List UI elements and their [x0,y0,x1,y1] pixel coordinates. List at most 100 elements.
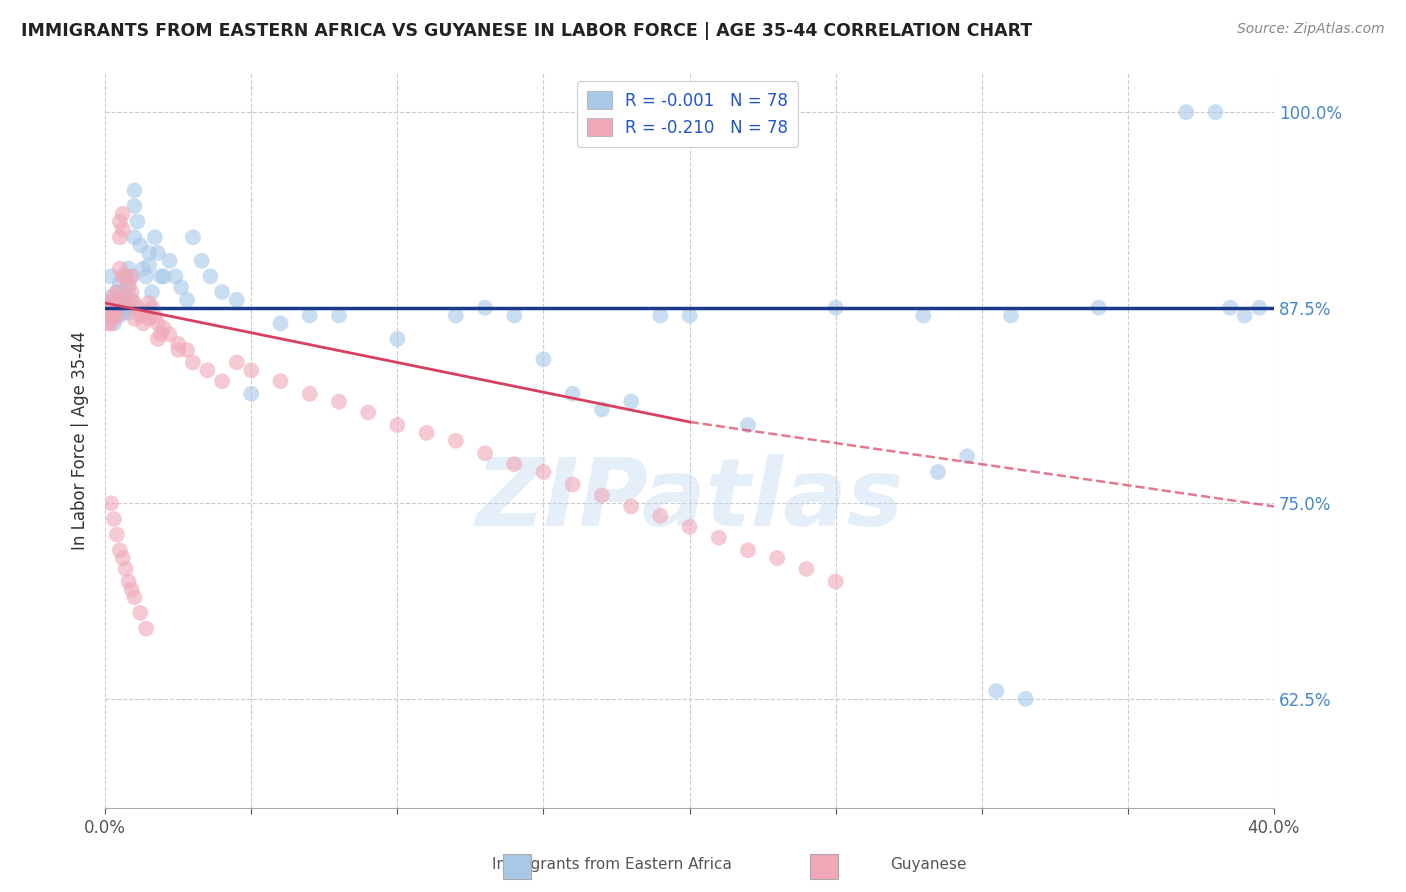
Point [176,343,198,357]
Point [132,261,155,276]
Point [111,222,134,236]
Point [650,309,672,323]
Point [165,269,187,284]
Point [678,309,700,323]
Point [111,207,134,221]
Point [149,327,172,342]
Point [108,277,131,292]
Point [97,317,120,331]
Point [138,246,160,260]
Point [167,336,190,351]
Point [138,311,160,326]
Point [138,259,160,273]
Point [108,290,131,304]
Point [1233,309,1256,323]
Point [176,293,198,307]
Point [117,277,139,292]
Point [533,465,555,479]
Text: Source: ZipAtlas.com: Source: ZipAtlas.com [1237,22,1385,37]
Point [146,317,169,331]
Point [474,446,496,460]
Point [357,405,380,419]
Point [159,253,181,268]
Point [124,590,146,604]
Point [503,309,526,323]
Point [159,327,181,342]
Point [108,261,131,276]
Point [124,183,146,197]
Text: IMMIGRANTS FROM EASTERN AFRICA VS GUYANESE IN LABOR FORCE | AGE 35-44 CORRELATIO: IMMIGRANTS FROM EASTERN AFRICA VS GUYANE… [21,22,1032,40]
Point [129,606,152,620]
Point [181,230,204,244]
Point [170,280,193,294]
Point [1000,309,1022,323]
Point [105,285,128,299]
Point [103,309,125,323]
Point [152,321,174,335]
Point [225,355,247,369]
Point [141,285,163,299]
Point [103,317,125,331]
Point [108,296,131,310]
Point [100,311,122,326]
Point [100,496,122,510]
Point [121,269,143,284]
Point [1087,301,1109,315]
Point [111,551,134,566]
Point [181,355,204,369]
Point [114,301,136,315]
Point [103,301,125,315]
Point [240,386,263,401]
Point [240,363,263,377]
Point [111,285,134,299]
Point [108,230,131,244]
Point [1175,105,1198,120]
Point [135,305,157,319]
Point [824,574,846,589]
Point [117,296,139,310]
Point [103,512,125,526]
Point [121,293,143,307]
Point [124,296,146,310]
Point [796,562,818,576]
Point [129,309,152,323]
Point [190,253,212,268]
Point [200,269,222,284]
Point [986,684,1008,698]
Point [121,285,143,299]
Point [111,269,134,284]
Point [415,425,437,440]
Point [100,305,122,319]
Point [141,301,163,315]
Point [127,214,149,228]
Point [912,309,935,323]
Point [117,280,139,294]
Y-axis label: In Labor Force | Age 35-44: In Labor Force | Age 35-44 [72,331,89,550]
Point [105,527,128,541]
Point [197,363,219,377]
Point [121,269,143,284]
Point [591,488,613,502]
Point [117,305,139,319]
Point [387,418,409,433]
Point [620,500,643,514]
Point [927,465,949,479]
Point [124,311,146,326]
Point [105,285,128,299]
Point [444,309,467,323]
Point [121,582,143,597]
Point [152,269,174,284]
Point [111,296,134,310]
Point [108,214,131,228]
Point [1219,301,1241,315]
Legend: R = -0.001   N = 78, R = -0.210   N = 78: R = -0.001 N = 78, R = -0.210 N = 78 [576,81,799,147]
Point [146,246,169,260]
Point [117,574,139,589]
Point [143,309,166,323]
Text: Guyanese: Guyanese [890,857,966,872]
Point [97,309,120,323]
Point [138,296,160,310]
Point [707,531,730,545]
Point [117,261,139,276]
Point [444,434,467,448]
